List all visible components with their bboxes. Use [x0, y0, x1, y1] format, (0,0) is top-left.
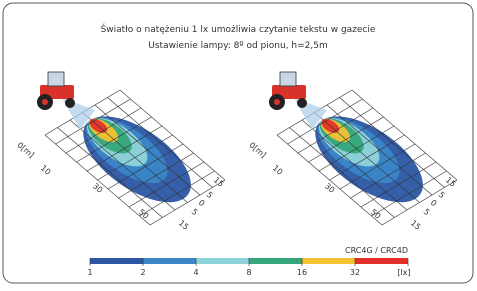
legend-tick-label: 32 — [350, 268, 360, 277]
legend-tick-label: 8 — [246, 268, 251, 277]
legend-swatch — [355, 258, 408, 264]
legend-tick-label: 2 — [140, 268, 145, 277]
subtitle: Ustawienie lampy: 8º od pionu, h=2,5m — [148, 41, 327, 51]
legend-tick-label: 16 — [297, 268, 307, 277]
wheel — [65, 98, 75, 108]
legend-title: CRC4G / CRC4D — [345, 246, 408, 255]
legend-swatch — [90, 258, 143, 264]
tractor-cab — [48, 72, 64, 86]
hub — [274, 99, 280, 105]
legend-swatch — [249, 258, 302, 264]
hub — [42, 99, 48, 105]
legend-swatch — [302, 258, 355, 264]
tractor-cab — [280, 72, 296, 86]
legend-tick-label: 4 — [193, 268, 198, 277]
legend-tick-label: [lx] — [397, 268, 410, 277]
wheel — [297, 98, 307, 108]
figure: Światło o natężeniu 1 lx umożliwia czyta… — [0, 0, 477, 287]
legend-swatch — [196, 258, 249, 264]
legend-swatch — [143, 258, 196, 264]
title: Światło o natężeniu 1 lx umożliwia czyta… — [101, 23, 376, 35]
legend-tick-label: 1 — [87, 268, 92, 277]
